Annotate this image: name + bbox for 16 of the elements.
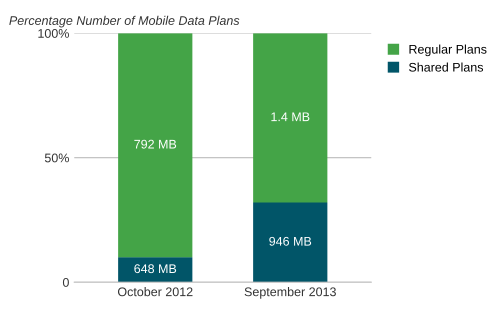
annotation: 946 MB — [269, 236, 312, 246]
legend-label: Shared Plans — [409, 62, 484, 72]
bar — [253, 202, 328, 282]
annotation: 1.4 MB — [271, 112, 310, 122]
bar — [118, 33, 192, 258]
chart-title: Percentage Number of Mobile Data Plans — [9, 16, 240, 28]
annotation: 792 MB — [134, 140, 176, 149]
bar — [253, 33, 328, 203]
bar — [118, 257, 192, 282]
y-tick-label: 50% — [44, 154, 69, 162]
y-tick-label: 100% — [38, 29, 69, 38]
y-tick-label: 0 — [62, 278, 69, 287]
legend-label: Regular Plans — [409, 44, 487, 56]
x-tick-label: October 2012 — [118, 287, 192, 296]
x-tick-label: September 2013 — [244, 287, 336, 299]
annotation: 648 MB — [134, 264, 176, 274]
